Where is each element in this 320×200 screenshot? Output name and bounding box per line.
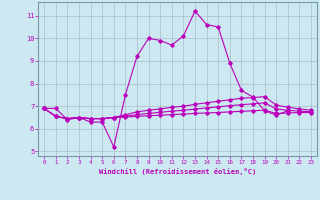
- X-axis label: Windchill (Refroidissement éolien,°C): Windchill (Refroidissement éolien,°C): [99, 168, 256, 175]
